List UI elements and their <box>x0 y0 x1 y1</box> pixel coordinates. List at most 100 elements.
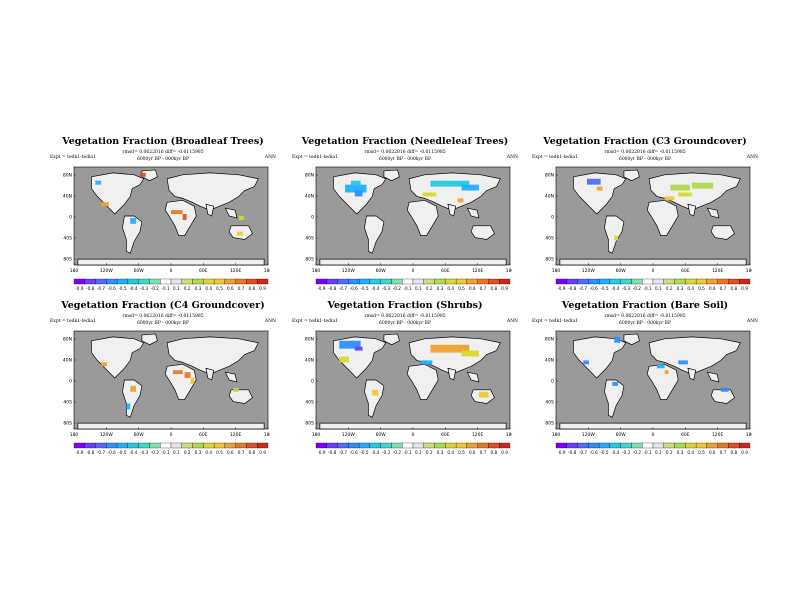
colorbar-swatch <box>434 442 446 449</box>
colorbar-swatch <box>402 278 414 285</box>
colorbar-swatch <box>642 278 654 285</box>
colorbar-swatch <box>466 442 478 449</box>
colorbar-swatch <box>160 278 172 285</box>
lon-tick-label: 120E <box>472 268 484 274</box>
colorbar-swatch <box>577 278 589 285</box>
panel-stats: rmsd= 0.0622016 diff= -0.0115985 <box>364 150 446 155</box>
anomaly-patch <box>171 210 183 215</box>
lon-tick-label: 120E <box>230 268 242 274</box>
colorbar-tick-label: 0.3 <box>195 286 202 291</box>
colorbar-tick-label: 0.5 <box>698 286 705 291</box>
anomaly-patch <box>238 216 244 220</box>
panel-season: ANN <box>746 319 758 324</box>
colorbar-swatch <box>235 442 247 449</box>
lon-tick-label: 0 <box>412 268 415 274</box>
colorbar-swatch <box>127 278 139 285</box>
lon-tick-label: 180 <box>506 268 512 274</box>
south-america-outline <box>364 215 385 254</box>
lat-tick-label: 0 <box>311 215 314 221</box>
anomaly-patch <box>583 360 589 365</box>
colorbar-tick-label: -0.4 <box>129 286 138 291</box>
colorbar-swatch <box>477 442 489 449</box>
anomaly-patch <box>130 217 137 224</box>
colorbar-tick-label: 0.4 <box>447 450 454 455</box>
anomaly-patch <box>130 385 137 392</box>
lat-tick-label: 0 <box>551 215 554 221</box>
colorbar-swatch <box>674 442 686 449</box>
anomaly-patch <box>678 192 692 197</box>
se-asia-outline <box>706 371 720 383</box>
se-asia-outline <box>224 371 238 383</box>
world-map: 80N 40N 0 40S 80S 180 120W 60W 0 60E 120E 180 <box>63 166 270 274</box>
panel-title: Vegetation Fraction (Broadleaf Trees) <box>62 136 264 147</box>
anomaly-patch <box>372 389 379 396</box>
colorbar-swatch <box>598 442 611 449</box>
colorbar-tick-label: 0.7 <box>480 450 487 455</box>
colorbar-swatch <box>598 278 611 285</box>
colorbar-tick-label: -0.2 <box>633 286 642 291</box>
colorbar-tick-label: 0.5 <box>458 286 465 291</box>
panel-expt: Expt = tedk1-tedia1 <box>292 155 338 160</box>
colorbar-tick-label: 0.1 <box>415 450 422 455</box>
colorbar-tick-label: -0.5 <box>600 286 609 291</box>
lon-tick-label: 60E <box>199 432 208 438</box>
colorbar-swatch <box>706 278 718 285</box>
colorbar-swatch <box>455 278 468 285</box>
colorbar-swatch <box>412 442 424 449</box>
panel-years: 6000yr BP - 000kyr BP <box>618 157 672 162</box>
colorbar-swatch <box>315 278 327 285</box>
lat-tick-label: 40S <box>63 236 72 242</box>
panel-season: ANN <box>746 155 758 160</box>
map-panel-shrubs: Vegetation Fraction (Shrubs) rmsd= 0.062… <box>290 300 520 470</box>
colorbar-swatch <box>488 278 500 285</box>
colorbar-swatch <box>127 442 139 449</box>
colorbar-tick-label: 0.9 <box>741 450 748 455</box>
colorbar-tick-label: -0.4 <box>611 286 620 291</box>
colorbar-tick-label: -0.5 <box>118 286 127 291</box>
anomaly-patch <box>350 180 361 186</box>
panel-expt: Expt = tedk1-tedia1 <box>50 319 96 324</box>
colorbar-swatch <box>477 278 489 285</box>
colorbar-tick-label: -0.8 <box>568 450 577 455</box>
colorbar-swatch <box>257 442 269 449</box>
anomaly-patch <box>345 184 367 193</box>
colorbar-swatch <box>488 442 500 449</box>
se-asia-outline <box>224 207 238 219</box>
anomaly-patch <box>596 186 603 191</box>
lat-tick-label: 40N <box>305 194 314 200</box>
panel-expt: Expt = tedk1-tedia1 <box>292 319 338 324</box>
colorbar-tick-label: -0.4 <box>611 450 620 455</box>
anomaly-patch <box>190 378 195 384</box>
anomaly-patch <box>614 235 619 241</box>
colorbar-tick-label: -0.7 <box>97 450 106 455</box>
colorbar: -0.9 -0.8 -0.7 -0.6 -0.5 -0.4 -0.3 -0.2 -0.1 0.1 0… <box>73 442 269 455</box>
colorbar-tick-label: -0.8 <box>86 450 95 455</box>
colorbar-tick-label: 0.2 <box>184 286 191 291</box>
colorbar-tick-label: -0.9 <box>317 450 326 455</box>
antarctica-outline <box>559 258 747 266</box>
colorbar: -0.9 -0.8 -0.7 -0.6 -0.5 -0.4 -0.3 -0.2 -0.1 0.1 0… <box>555 278 751 291</box>
lon-tick-label: 180 <box>70 268 79 274</box>
panel-title: Vegetation Fraction (C4 Groundcover) <box>61 300 265 311</box>
colorbar-swatch <box>642 442 654 449</box>
colorbar-swatch <box>181 442 193 449</box>
map-panel-bare-soil: Vegetation Fraction (Bare Soil) rmsd= 0.… <box>530 300 760 470</box>
lon-tick-label: 120W <box>100 432 114 438</box>
colorbar-tick-label: -0.2 <box>633 450 642 455</box>
greenland-outline <box>141 333 158 346</box>
colorbar-swatch <box>609 278 621 285</box>
map-panel-c3: Vegetation Fraction (C3 Groundcover) rms… <box>530 136 760 306</box>
lat-tick-label: 40N <box>305 358 314 364</box>
colorbar-tick-label: 0.9 <box>741 286 748 291</box>
colorbar-swatch <box>652 442 664 449</box>
lat-tick-label: 0 <box>69 379 72 385</box>
europe-asia-outline <box>648 336 741 375</box>
colorbar-swatch <box>326 442 338 449</box>
colorbar-tick-label: 0.7 <box>238 450 245 455</box>
colorbar-tick-label: -0.6 <box>108 450 117 455</box>
colorbar-tick-label: 0.6 <box>227 450 234 455</box>
colorbar-swatch <box>434 278 446 285</box>
anomaly-patch <box>457 198 464 203</box>
colorbar-swatch <box>192 278 204 285</box>
colorbar-tick-label: 0.8 <box>490 450 497 455</box>
